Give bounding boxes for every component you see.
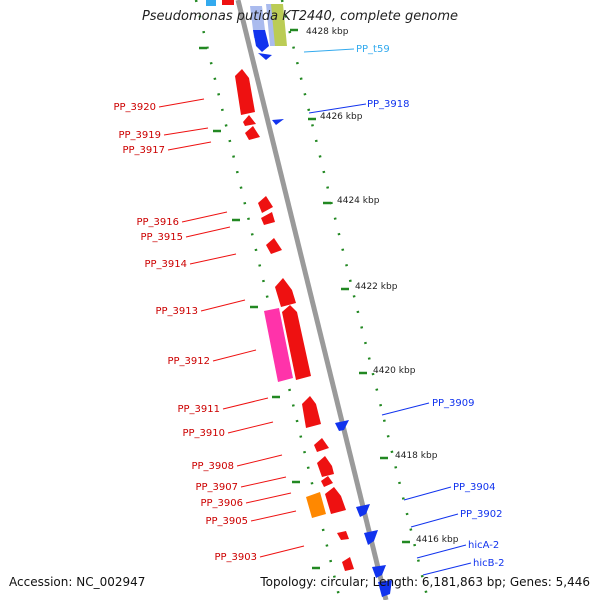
gene-label-left: PP_3914 <box>144 259 187 270</box>
gene-label-left: PP_3913 <box>155 306 198 317</box>
gene-label-left: PP_3915 <box>140 232 183 243</box>
outer-dotted-track <box>280 0 430 600</box>
ruler-ticks <box>199 28 410 570</box>
reverse-gene <box>378 580 392 597</box>
forward-gene <box>337 531 349 540</box>
gene-label-right: PP_t59 <box>356 44 390 55</box>
reverse-gene <box>272 119 284 125</box>
reverse-gene <box>356 504 370 517</box>
gene-label-right: PP_3902 <box>460 509 503 520</box>
forward-gene <box>282 305 311 380</box>
gene-label-left: PP_3907 <box>195 482 238 493</box>
gene-label-left: PP_3910 <box>182 428 225 439</box>
forward-gene <box>321 476 333 487</box>
gene-label-left: PP_3905 <box>205 516 248 527</box>
reverse-gene <box>364 530 378 545</box>
forward-gene <box>325 487 346 514</box>
forward-gene <box>258 196 273 213</box>
gene-label-left: PP_3917 <box>122 145 165 156</box>
genome-summary-text: Topology: circular; Length: 6,181,863 bp… <box>260 575 590 589</box>
gene-label-left: PP_3906 <box>200 498 243 509</box>
forward-gene <box>314 438 329 452</box>
ruler-label: 4418 kbp <box>395 451 438 461</box>
forward-gene <box>261 212 275 225</box>
gene-label-left: PP_3919 <box>118 130 161 141</box>
accession-text: Accession: NC_002947 <box>9 575 146 589</box>
gene-label-right: PP_3904 <box>453 482 496 493</box>
ruler-label: 4424 kbp <box>337 196 380 206</box>
gene-label-left: PP_3911 <box>177 404 220 415</box>
ruler-label: 4422 kbp <box>355 282 398 292</box>
map-title: Pseudomonas putida KT2440, complete geno… <box>141 9 459 24</box>
gene-label-left: PP_3920 <box>113 102 156 113</box>
gene-label-right: hicA-2 <box>468 540 499 551</box>
forward-gene <box>266 238 282 254</box>
ruler-label: 4428 kbp <box>306 27 349 37</box>
gene-label-left: PP_3916 <box>136 217 179 228</box>
reverse-gene <box>258 53 272 60</box>
forward-gene <box>302 396 321 428</box>
gene-label-left: PP_3912 <box>167 356 210 367</box>
forward-gene <box>275 278 296 307</box>
trna-feature <box>206 0 216 6</box>
ruler-label: 4420 kbp <box>373 366 416 376</box>
gene-label-right: PP_3918 <box>367 99 410 110</box>
misc-feature <box>271 4 287 46</box>
forward-gene <box>317 456 334 477</box>
backbone <box>235 0 389 600</box>
forward-gene <box>243 115 256 126</box>
forward-gene <box>222 0 234 5</box>
forward-gene <box>342 557 354 571</box>
forward-gene <box>245 126 260 140</box>
reverse-gene <box>253 30 269 52</box>
ruler-label: 4416 kbp <box>416 535 459 545</box>
gene-label-left: PP_3908 <box>191 461 234 472</box>
reverse-gene <box>335 420 349 431</box>
gene-label-right: PP_3909 <box>432 398 475 409</box>
misc-feature <box>306 492 326 518</box>
forward-gene <box>235 69 255 115</box>
ruler-label: 4426 kbp <box>320 112 363 122</box>
gene-label-left: PP_3903 <box>214 552 257 563</box>
rrna-feature <box>264 308 293 382</box>
gene-label-right: hicB-2 <box>473 558 504 569</box>
reverse-gene <box>372 565 386 578</box>
